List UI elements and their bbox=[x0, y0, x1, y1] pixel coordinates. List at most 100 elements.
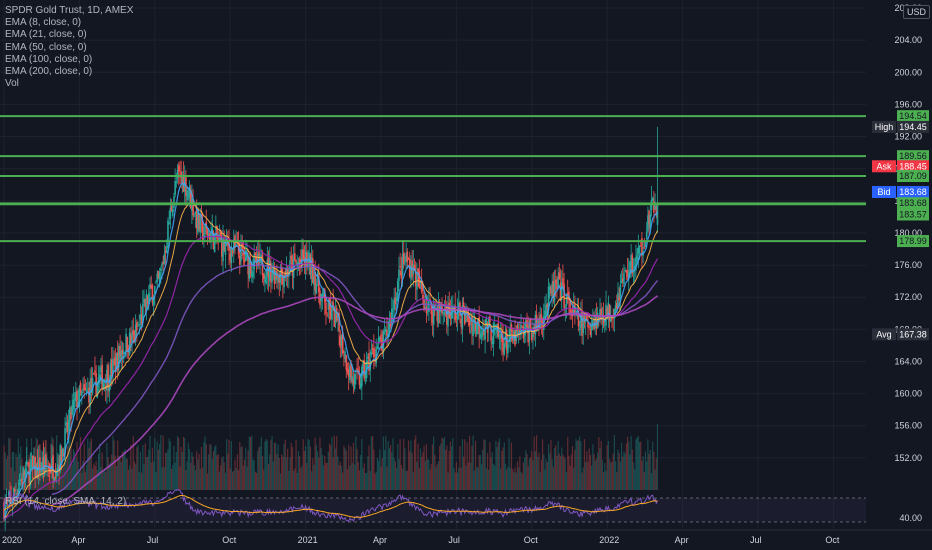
volume-bar bbox=[191, 451, 193, 490]
price-tag-box bbox=[897, 169, 929, 182]
candle-body bbox=[626, 270, 629, 277]
candle-body bbox=[487, 317, 490, 329]
candle-body bbox=[243, 258, 246, 263]
volume-bar bbox=[445, 449, 447, 490]
volume-bar bbox=[379, 449, 381, 490]
volume-bar bbox=[419, 448, 422, 490]
volume-bar bbox=[497, 441, 499, 490]
legend-ema-200[interactable]: EMA (200, close, 0) bbox=[5, 66, 93, 78]
candle-body bbox=[113, 360, 115, 362]
legend-ema-8[interactable]: EMA (8, close, 0) bbox=[5, 17, 82, 29]
candle-body bbox=[91, 377, 94, 394]
candle-body bbox=[440, 302, 442, 312]
x-tick-label: Apr bbox=[373, 535, 387, 545]
candle-body bbox=[73, 398, 76, 400]
volume-bar bbox=[575, 439, 577, 490]
candle-body bbox=[90, 378, 93, 391]
candle-body bbox=[109, 363, 112, 384]
y-tick-label: 160.00 bbox=[894, 389, 922, 399]
candle-body bbox=[484, 328, 486, 340]
candle-body bbox=[197, 210, 199, 233]
volume-bar bbox=[288, 470, 290, 490]
currency-badge[interactable]: USD bbox=[902, 5, 930, 19]
volume-bar bbox=[570, 454, 572, 490]
volume-bar bbox=[62, 461, 64, 490]
price-tag-box bbox=[897, 328, 929, 341]
rsi-legend[interactable]: RSI (14, close, SMA, 14, 2) bbox=[5, 496, 127, 507]
volume-bar bbox=[617, 449, 619, 490]
legend-ema-50[interactable]: EMA (50, close, 0) bbox=[5, 41, 87, 53]
candle-body bbox=[102, 380, 105, 390]
volume-bar bbox=[66, 445, 69, 490]
volume-bar bbox=[598, 437, 600, 490]
volume-bar bbox=[172, 464, 174, 490]
volume-bar bbox=[248, 436, 250, 490]
legend-volume[interactable]: Vol bbox=[5, 78, 19, 90]
volume-bar bbox=[212, 451, 215, 490]
candle-body bbox=[96, 382, 99, 398]
volume-bar bbox=[446, 445, 448, 490]
volume-bar bbox=[562, 454, 564, 490]
candle-body bbox=[370, 351, 373, 356]
candle-body bbox=[363, 360, 366, 379]
candle-body bbox=[602, 316, 605, 324]
legend-ema-21[interactable]: EMA (21, close, 0) bbox=[5, 29, 87, 41]
volume-bar bbox=[640, 441, 642, 490]
legend-ema-100[interactable]: EMA (100, close, 0) bbox=[5, 53, 93, 65]
volume-bar bbox=[328, 443, 331, 490]
candle-body bbox=[472, 323, 474, 336]
volume-bar bbox=[431, 444, 434, 490]
candle-body bbox=[164, 250, 167, 254]
volume-bars bbox=[3, 424, 659, 490]
candle-body bbox=[321, 293, 324, 299]
price-axis[interactable]: 152.00156.00160.00164.00168.00172.00176.… bbox=[894, 3, 922, 523]
volume-bar bbox=[382, 436, 384, 490]
time-axis[interactable]: 2020 Apr Jul Oct 2021 Apr Jul Oct 2022 Apr Jul Oct bbox=[0, 529, 932, 545]
volume-bar bbox=[564, 458, 566, 490]
volume-bar bbox=[600, 440, 602, 490]
volume-bar bbox=[272, 461, 274, 490]
volume-bar bbox=[273, 442, 276, 490]
candle-body bbox=[115, 353, 118, 369]
candle-body bbox=[329, 306, 332, 320]
volume-bar bbox=[10, 467, 12, 490]
candle-body bbox=[520, 324, 522, 336]
x-tick-label: Jul bbox=[448, 535, 460, 545]
candle-body bbox=[84, 387, 87, 390]
volume-bar bbox=[123, 451, 125, 490]
candle-body bbox=[92, 373, 95, 375]
volume-bar bbox=[318, 457, 320, 490]
volume-bar bbox=[620, 442, 623, 490]
symbol-title[interactable]: SPDR Gold Trust, 1D, AMEX bbox=[5, 5, 134, 16]
candle-body bbox=[461, 305, 464, 329]
volume-bar bbox=[451, 446, 453, 490]
volume-bar bbox=[70, 446, 72, 490]
candle-body bbox=[532, 327, 534, 338]
volume-bar bbox=[561, 447, 563, 490]
candle-body bbox=[244, 250, 247, 261]
candle-body bbox=[75, 391, 77, 401]
candle-body bbox=[593, 324, 595, 330]
candle-body bbox=[309, 254, 312, 275]
candle-body bbox=[407, 258, 410, 260]
price-tag-value: 183.68 bbox=[899, 187, 927, 197]
candle-body bbox=[395, 297, 398, 302]
rsi-pane bbox=[0, 488, 866, 523]
volume-bar bbox=[574, 449, 576, 490]
candle-body bbox=[168, 222, 170, 225]
candle-body bbox=[381, 338, 383, 351]
candle-body bbox=[620, 280, 623, 283]
candle-body bbox=[507, 344, 509, 354]
candle-body bbox=[65, 422, 68, 426]
candle-body bbox=[651, 197, 654, 201]
volume-bar bbox=[637, 436, 639, 490]
candle-body bbox=[217, 238, 220, 241]
volume-bar bbox=[545, 459, 547, 490]
candle-body bbox=[253, 254, 255, 270]
volume-bar bbox=[362, 468, 364, 490]
horizontal-levels[interactable] bbox=[0, 115, 866, 243]
volume-bar bbox=[530, 457, 532, 490]
candle-body bbox=[176, 169, 179, 179]
